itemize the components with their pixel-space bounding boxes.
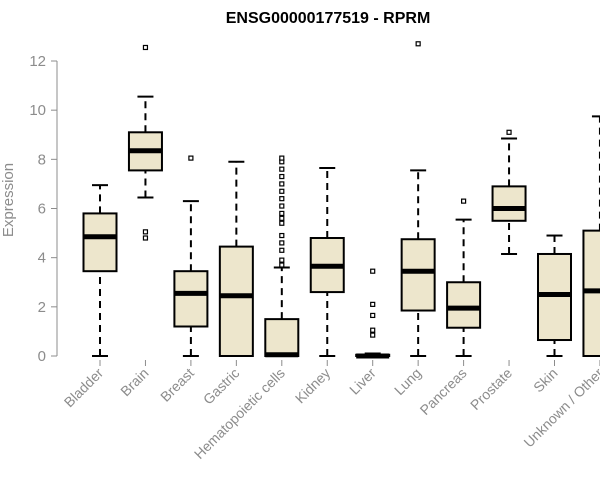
x-tick-label: Bladder	[61, 365, 107, 411]
outlier-point	[279, 232, 285, 239]
box-liver	[355, 268, 391, 359]
outlier-point	[370, 301, 376, 307]
chart-title: ENSG00000177519 - RPRM	[226, 10, 431, 27]
x-tick-label: Kidney	[292, 365, 334, 407]
x-tick-label: Prostate	[467, 365, 515, 413]
iqr-box	[264, 318, 300, 357]
box-hematopoietic-cells	[264, 155, 300, 358]
x-tick-label: Pancreas	[417, 365, 470, 418]
outlier-point	[279, 181, 285, 187]
outlier-point	[279, 203, 285, 209]
box-kidney	[309, 166, 345, 357]
outlier-point	[279, 247, 285, 253]
y-tick-label: 10	[29, 102, 46, 119]
x-tick-label: Breast	[157, 365, 197, 405]
x-tick-label: Liver	[346, 365, 379, 398]
outlier-point	[370, 312, 376, 319]
outlier-point	[370, 332, 376, 338]
box-lung	[400, 41, 436, 357]
y-tick-label: 8	[38, 151, 46, 168]
iqr-box	[491, 185, 527, 222]
y-axis-label: Expression	[0, 163, 17, 237]
x-tick-label: Lung	[391, 365, 424, 398]
y-tick-label: 6	[38, 201, 46, 218]
outlier-point	[279, 220, 285, 226]
x-tick-label: Skin	[530, 365, 561, 396]
x-tick-label: Brain	[117, 365, 151, 399]
box-breast	[173, 155, 209, 357]
box-gastric	[218, 160, 254, 358]
box-pancreas	[446, 198, 482, 357]
outlier-point	[415, 41, 421, 47]
y-tick-label: 4	[38, 250, 46, 267]
outlier-point	[279, 215, 285, 221]
box-brain	[127, 44, 163, 241]
outlier-point	[188, 155, 194, 161]
box-skin	[537, 234, 572, 357]
x-tick-label: Hematopoietic cells	[191, 365, 288, 462]
y-tick-label: 0	[38, 348, 46, 365]
box-prostate	[491, 129, 527, 255]
outlier-point	[461, 198, 467, 204]
box-unknown-other	[582, 115, 600, 357]
y-axis: 0 2 4 6 8 10 12	[29, 53, 58, 365]
outlier-point	[142, 44, 149, 51]
outlier-point	[142, 229, 149, 235]
outlier-point	[279, 262, 285, 268]
iqr-box	[400, 238, 436, 312]
outlier-point	[279, 210, 285, 217]
boxes-group	[82, 41, 600, 359]
outlier-point	[370, 268, 376, 274]
y-tick-label: 2	[38, 299, 46, 316]
outlier-point	[279, 240, 285, 246]
outlier-point	[279, 166, 285, 172]
iqr-box	[218, 245, 254, 358]
outlier-point	[279, 257, 285, 263]
iqr-box	[173, 270, 209, 328]
iqr-box	[446, 281, 482, 329]
outlier-point	[279, 196, 285, 202]
box-bladder	[82, 184, 118, 357]
x-tick-label: Gastric	[200, 365, 243, 408]
iqr-box	[82, 212, 118, 273]
outlier-point	[279, 188, 285, 194]
outlier-point	[279, 173, 285, 180]
outlier-point	[279, 155, 285, 161]
outlier-point	[506, 129, 512, 135]
y-tick-label: 12	[29, 53, 46, 70]
outlier-point	[142, 235, 149, 241]
outlier-point	[370, 327, 376, 333]
x-tick-label: Unknown / Other	[520, 365, 600, 451]
